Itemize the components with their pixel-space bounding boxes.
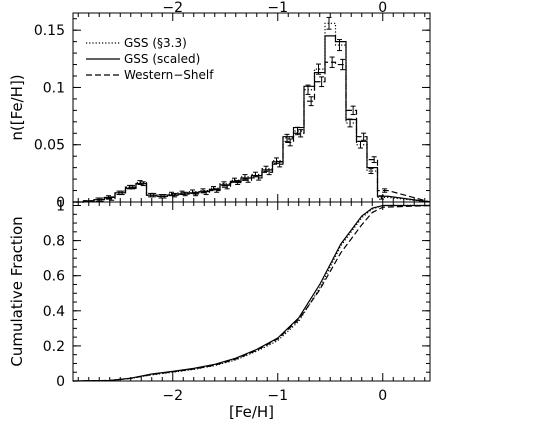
- y-axis-label: Cumulative Fraction: [8, 216, 26, 366]
- plot-frame: [72, 201, 431, 382]
- y-tick-label: 0.8: [43, 234, 65, 250]
- series-line: [73, 61, 431, 203]
- series-line: [72, 204, 430, 382]
- legend-label: GSS (scaled): [124, 52, 200, 66]
- y-tick-label: 0.05: [34, 138, 65, 154]
- x-tick-label: −2: [162, 0, 183, 16]
- x-axis-label: [Fe/H]: [229, 403, 274, 421]
- y-axis-label: n([Fe/H]): [8, 74, 26, 140]
- x-tick-label: −2: [162, 388, 183, 404]
- y-tick-label: 0.2: [43, 339, 65, 355]
- legend-label: GSS (§3.3): [124, 36, 187, 50]
- y-tick-label: 0.1: [43, 80, 65, 96]
- y-tick-label: 0.4: [43, 304, 65, 320]
- x-tick-label: −1: [267, 388, 288, 404]
- bottom-panel: 0 0.2 0.4 0.6 0.8 1 Cumulative Fraction −2 −1 0 [F…: [8, 199, 431, 421]
- y-tick-label: 0.6: [43, 269, 65, 285]
- y-tick-label: 0.15: [34, 23, 65, 39]
- top-panel: 0 0.05 0.1 0.15 n([Fe/H]) −2 −1 0 GSS (§3.3) GSS …: [8, 0, 431, 211]
- y-tick-label: 0: [56, 374, 65, 390]
- x-tick-label: 0: [378, 0, 387, 16]
- y-tick-label: 1: [56, 199, 65, 215]
- x-tick-label: 0: [378, 388, 387, 404]
- series-line: [72, 204, 430, 382]
- series-line: [72, 204, 431, 382]
- x-tick-label: −1: [267, 0, 288, 16]
- legend-label: Western−Shelf: [124, 68, 214, 82]
- y-tick-label: 0: [56, 195, 65, 211]
